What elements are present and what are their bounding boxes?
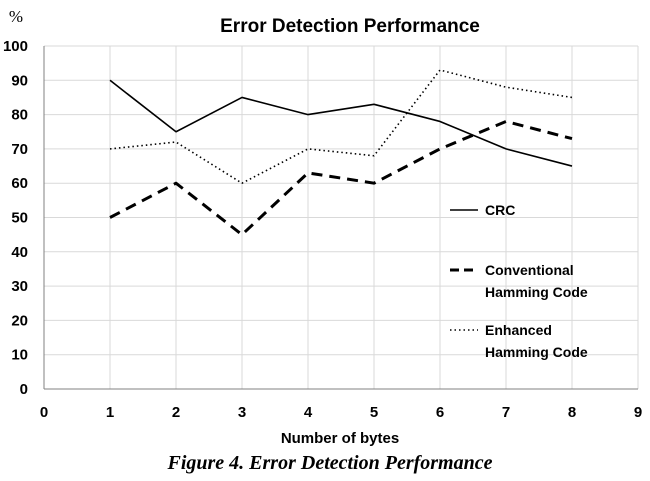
axes (43, 46, 638, 390)
y-axis-label: % (9, 7, 23, 26)
y-tick-label: 80 (11, 107, 28, 124)
x-tick-label: 2 (172, 404, 180, 421)
y-tick-label: 70 (11, 141, 28, 158)
legend-label: Conventional (485, 262, 574, 278)
grid-lines (44, 45, 639, 389)
x-tick-label: 5 (370, 404, 378, 421)
chart-title: Error Detection Performance (220, 16, 480, 37)
y-tick-label: 90 (11, 72, 28, 89)
enhanced-hamming-series-line (109, 69, 573, 184)
x-tick-label: 1 (106, 404, 114, 421)
x-tick-label: 4 (304, 404, 313, 421)
y-tick-label: 60 (11, 175, 28, 192)
y-tick-label: 40 (11, 244, 28, 261)
y-tick-label: 0 (20, 381, 28, 398)
legend-label: CRC (485, 202, 515, 218)
figure-caption: Figure 4. Error Detection Performance (167, 452, 493, 474)
legend-label: Hamming Code (485, 284, 588, 300)
y-tick-label: 30 (11, 278, 28, 295)
y-tick-label: 50 (11, 210, 28, 227)
x-tick-label: 7 (502, 404, 510, 421)
legend-label: Enhanced (485, 322, 552, 338)
x-tick-label: 6 (436, 404, 444, 421)
y-tick-label: 10 (11, 347, 28, 364)
legend: CRC Conventional Hamming Code Enhanced Hammi… (450, 202, 588, 360)
legend-label: Hamming Code (485, 344, 588, 360)
x-tick-label: 3 (238, 404, 246, 421)
x-tick-label: 8 (568, 404, 576, 421)
x-tick-label: 0 (40, 404, 48, 421)
y-tick-label: 100 (3, 38, 28, 55)
crc-series-line (109, 79, 573, 167)
tick-labels: 0 10 20 30 40 50 60 70 80 90 100 0 1 2 3 4 5 6 7 8 9 (3, 38, 642, 421)
x-axis-label: Number of bytes (281, 430, 399, 447)
series-lines (109, 69, 573, 237)
x-tick-label: 9 (634, 404, 642, 421)
y-tick-label: 20 (11, 312, 28, 329)
